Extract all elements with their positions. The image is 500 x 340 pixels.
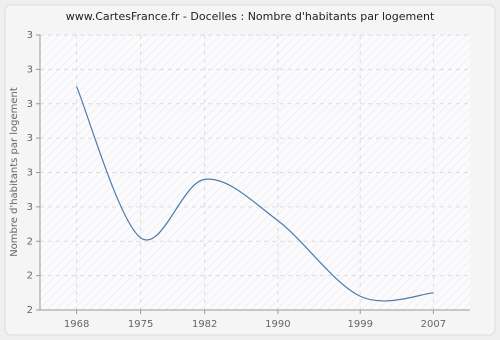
y-tick-label: 2 bbox=[27, 236, 33, 247]
data-line bbox=[76, 86, 434, 302]
x-tick-label: 1982 bbox=[192, 319, 217, 330]
y-tick-label: 2 bbox=[27, 305, 33, 316]
y-tick-label: 3 bbox=[27, 64, 33, 75]
y-tick-label: 3 bbox=[27, 133, 33, 144]
y-tick-label: 2 bbox=[27, 271, 33, 282]
y-tick-label: 3 bbox=[27, 99, 33, 110]
plot-area bbox=[40, 35, 470, 310]
y-tick-label: 3 bbox=[27, 30, 33, 41]
y-tick-label: 3 bbox=[27, 168, 33, 179]
x-tick-label: 1968 bbox=[64, 319, 89, 330]
chart-title: www.CartesFrance.fr - Docelles : Nombre … bbox=[66, 10, 435, 23]
x-tick-label: 1975 bbox=[128, 319, 153, 330]
y-axis-label: Nombre d'habitants par logement bbox=[9, 87, 20, 257]
y-tick-label: 3 bbox=[27, 202, 33, 213]
x-tick-label: 1999 bbox=[347, 319, 372, 330]
x-tick-label: 1990 bbox=[265, 319, 290, 330]
x-tick-label: 2007 bbox=[421, 319, 446, 330]
